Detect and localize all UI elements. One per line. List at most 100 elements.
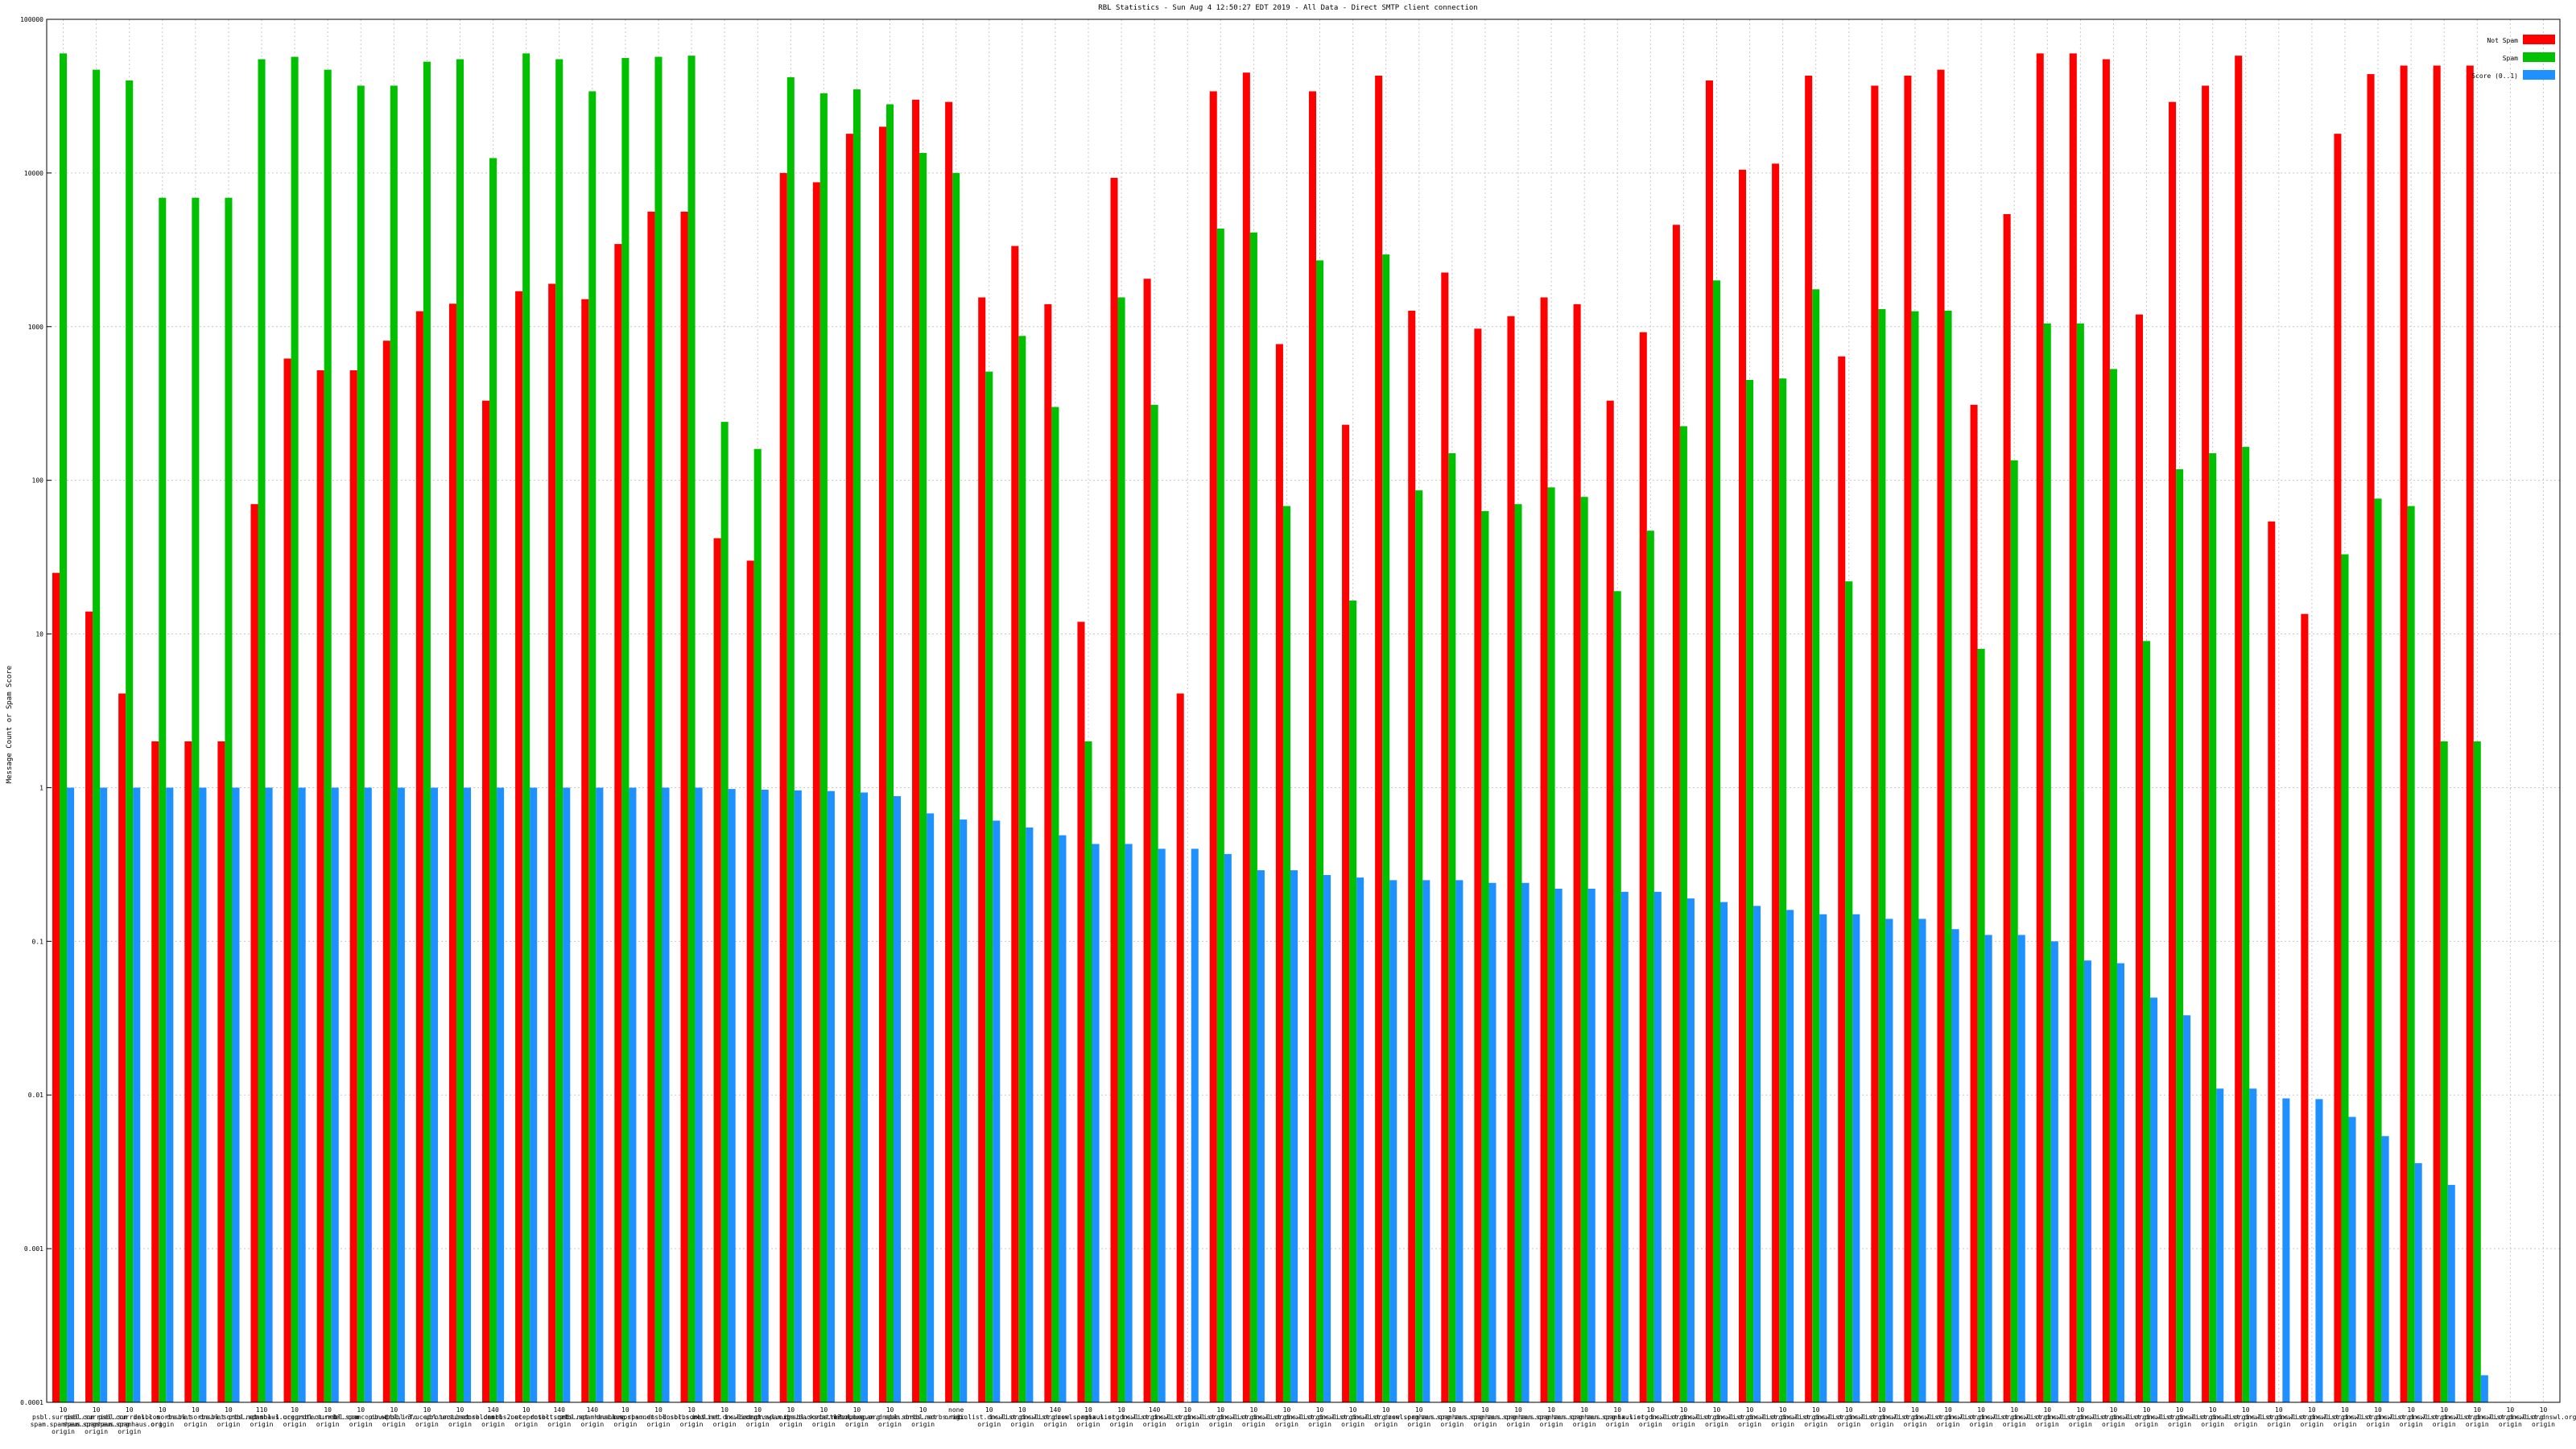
bar-not-spam bbox=[647, 211, 655, 1402]
bar-spam bbox=[2473, 741, 2481, 1402]
x-category-label: 10 psbl.surriel.com spam.spamhaus.org origi… bbox=[97, 1406, 163, 1435]
bar-not-spam bbox=[250, 504, 258, 1402]
bar-spam bbox=[1415, 490, 1423, 1402]
bar-score-0-1 bbox=[1059, 835, 1067, 1402]
x-category-label: 140 ix.list.dnswl.org origin bbox=[1022, 1406, 1088, 1428]
bar-score-0-1 bbox=[1026, 828, 1034, 1402]
bar-not-spam bbox=[1275, 344, 1283, 1402]
bar-spam bbox=[720, 422, 729, 1402]
x-category-label: 10 ix.list.dnswl.org origin bbox=[2213, 1406, 2279, 1428]
x-category-label: 140 dnsbl.sorbs.net origin bbox=[530, 1406, 588, 1428]
x-category-label: 10 recent.spam.dnsbl.sorbs.net origin bbox=[738, 1406, 843, 1428]
bar-not-spam bbox=[448, 303, 456, 1403]
x-category-label: 10 ix.list.dnswl.org origin bbox=[1849, 1406, 1915, 1428]
bar-score-0-1 bbox=[331, 787, 339, 1402]
bar-not-spam bbox=[1143, 279, 1151, 1402]
bar-score-0-1 bbox=[166, 787, 174, 1402]
x-category-label: 10 ix.list.dnswl.org origin bbox=[2279, 1406, 2345, 1428]
legend: Not Spam Spam Score (0..1) bbox=[2471, 35, 2555, 80]
x-category-label: 10 ix.list.dnswl.org origin bbox=[989, 1406, 1055, 1428]
x-category-label: 10 ix.list.dnswl.org origin bbox=[1088, 1406, 1154, 1428]
y-tick-label: 100000 bbox=[20, 16, 43, 23]
bar-score-0-1 bbox=[1224, 853, 1232, 1402]
y-tick-label: 0.01 bbox=[28, 1092, 43, 1099]
bar-score-0-1 bbox=[2116, 963, 2124, 1402]
bar-score-0-1 bbox=[1488, 882, 1496, 1402]
bar-not-spam bbox=[1044, 303, 1052, 1402]
legend-swatch bbox=[2523, 70, 2555, 80]
chart-title: RBL Statistics - Sun Aug 4 12:50:27 EDT … bbox=[1098, 4, 1477, 12]
bar-not-spam bbox=[1672, 225, 1680, 1403]
y-tick-label: 0.0001 bbox=[20, 1399, 43, 1406]
bar-score-0-1 bbox=[1852, 914, 1860, 1402]
bar-score-0-1 bbox=[298, 787, 306, 1402]
x-category-label: 10 ix.list.dnswl.org origin bbox=[2147, 1406, 2213, 1428]
x-category-label: 10 ix.list.dnswl.org origin bbox=[1320, 1406, 1386, 1428]
x-category-label: 10 zen.spamhaus.org origin bbox=[1587, 1406, 1649, 1428]
bar-score-0-1 bbox=[695, 787, 703, 1402]
bar-score-0-1 bbox=[2183, 1015, 2191, 1402]
bar-not-spam bbox=[845, 134, 853, 1403]
bar-spam bbox=[126, 80, 134, 1403]
bar-not-spam bbox=[349, 369, 357, 1402]
x-category-label: 140 dnsbl.sorbs.net origin bbox=[464, 1406, 522, 1428]
x-category-label: 10 l2.apews.org origin bbox=[834, 1406, 881, 1428]
bar-not-spam bbox=[878, 126, 886, 1402]
bar-spam bbox=[2407, 506, 2415, 1402]
x-category-label: 10 zen.spamhaus.org origin bbox=[1487, 1406, 1549, 1428]
x-category-label: 10 ix.list.dnswl.org origin bbox=[2477, 1406, 2543, 1428]
bar-spam bbox=[1018, 336, 1026, 1402]
bar-spam bbox=[1316, 260, 1324, 1402]
x-category-label: 140 ix.list.dnswl.org origin bbox=[1121, 1406, 1187, 1428]
bar-spam bbox=[60, 53, 68, 1402]
bar-score-0-1 bbox=[894, 796, 902, 1402]
bar-not-spam bbox=[1507, 316, 1515, 1402]
bar-not-spam bbox=[1838, 356, 1846, 1402]
bar-spam bbox=[2010, 460, 2018, 1403]
bar-spam bbox=[522, 53, 530, 1402]
x-category-label: 10 zen.spamhaus.org origin bbox=[1554, 1406, 1616, 1428]
bar-not-spam bbox=[1242, 72, 1250, 1402]
bar-spam bbox=[1712, 280, 1721, 1403]
bar-not-spam bbox=[713, 538, 721, 1402]
y-tick-label: 0.1 bbox=[32, 938, 44, 945]
x-category-label: 140 psbl.spamhaus.org origin bbox=[559, 1406, 625, 1428]
legend-label: Score (0..1) bbox=[2471, 72, 2518, 80]
bar-score-0-1 bbox=[199, 787, 207, 1402]
x-category-label: 10 ix.list.dnswl.org origin bbox=[2312, 1406, 2378, 1428]
bar-score-0-1 bbox=[927, 813, 935, 1402]
bar-spam bbox=[2242, 447, 2250, 1403]
bar-spam bbox=[1977, 649, 1985, 1402]
x-category-label: 10 ix.list.dnswl.org origin bbox=[1287, 1406, 1353, 1428]
bar-spam bbox=[985, 371, 993, 1403]
bar-spam bbox=[2374, 498, 2382, 1403]
x-category-label: 10 ix.list.dnswl.org origin bbox=[1915, 1406, 1981, 1428]
bar-score-0-1 bbox=[1521, 882, 1530, 1402]
bar-not-spam bbox=[978, 297, 986, 1402]
x-category-label: 10 ix.list.dnswl.org origin bbox=[2411, 1406, 2477, 1428]
bar-spam bbox=[1481, 510, 1489, 1402]
bar-spam bbox=[1117, 297, 1125, 1402]
bar-score-0-1 bbox=[232, 787, 240, 1402]
x-category-label: 10 ix.list.dnswl.org origin bbox=[2114, 1406, 2180, 1428]
bar-score-0-1 bbox=[827, 791, 835, 1402]
bar-spam bbox=[1084, 741, 1092, 1402]
x-category-label: 10 db.wpbl.info origin bbox=[370, 1406, 417, 1428]
legend-swatch bbox=[2523, 52, 2555, 62]
x-category-label: 10 new.spam.dnsbl.sorbs.net origin bbox=[612, 1406, 705, 1428]
bar-not-spam bbox=[515, 291, 523, 1403]
bar-not-spam bbox=[1871, 85, 1879, 1402]
bar-score-0-1 bbox=[2315, 1099, 2323, 1402]
bar-spam bbox=[919, 153, 927, 1402]
x-category-label: 10 ix.list.dnswl.org origin bbox=[1187, 1406, 1253, 1428]
bar-spam bbox=[1382, 254, 1390, 1402]
bar-score-0-1 bbox=[133, 787, 141, 1402]
bar-spam bbox=[1514, 504, 1522, 1402]
bar-not-spam bbox=[1077, 621, 1085, 1402]
x-category-label: 10 ix.list.dnswl.org origin bbox=[691, 1406, 758, 1428]
bar-score-0-1 bbox=[364, 787, 372, 1402]
x-category-label: 10 zen.spamhaus.org origin bbox=[1521, 1406, 1583, 1428]
bar-not-spam bbox=[118, 693, 126, 1402]
bar-spam bbox=[1911, 311, 1919, 1402]
